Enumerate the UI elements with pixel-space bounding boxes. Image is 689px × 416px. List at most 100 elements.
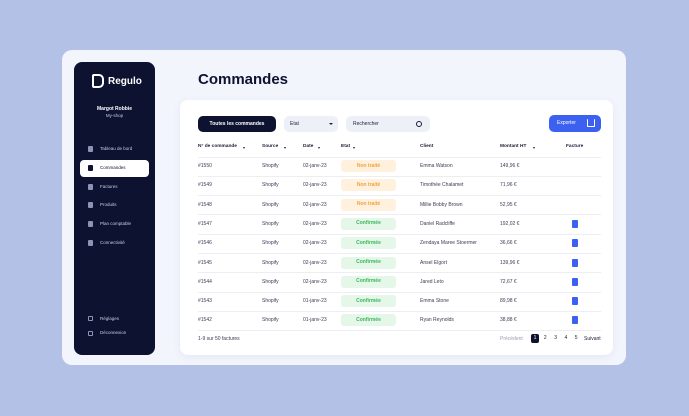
nav-icon xyxy=(88,221,93,228)
nav-item[interactable]: Produits xyxy=(100,202,117,208)
sort-caret xyxy=(243,146,245,149)
nav-item[interactable]: Réglages xyxy=(100,315,120,321)
cell: #1549 xyxy=(198,182,212,189)
column-header[interactable]: Date xyxy=(303,144,314,149)
export-icon xyxy=(587,119,595,127)
cell: Emma Watson xyxy=(420,163,453,169)
cell: #1546 xyxy=(198,240,212,247)
sort-caret xyxy=(353,146,355,149)
cell: Shopify xyxy=(262,240,279,247)
invoice-icon[interactable] xyxy=(572,316,578,325)
cell: Jared Leto xyxy=(420,278,444,285)
search[interactable]: Rechercher xyxy=(346,116,430,132)
nav-item[interactable]: Commandes xyxy=(100,164,126,170)
nav-icon xyxy=(88,330,93,336)
cell: Shopify xyxy=(262,298,279,305)
page-button[interactable]: 3 xyxy=(554,335,557,341)
row-divider xyxy=(198,233,601,235)
nav-item[interactable]: Factures xyxy=(100,183,118,189)
column-header[interactable]: Client xyxy=(420,144,434,149)
cell: 149,96 € xyxy=(500,163,520,169)
cell: 02-janv-23 xyxy=(303,240,327,247)
cell: 72,67 € xyxy=(500,278,517,285)
dropdown-caret xyxy=(329,123,333,125)
cell: #1545 xyxy=(198,259,212,266)
brand: Regulo xyxy=(108,76,142,87)
nav-item[interactable]: Tableau de bord xyxy=(100,146,133,151)
row-divider xyxy=(198,156,601,158)
status-badge: Confirmée xyxy=(341,275,396,288)
status-badge: Confirmée xyxy=(341,217,396,230)
cell: Daniel Radcliffe xyxy=(420,220,455,227)
cell: #1550 xyxy=(198,163,212,169)
column-header[interactable]: N° de commande xyxy=(198,144,237,149)
row-divider xyxy=(198,310,601,312)
nav-item[interactable]: Connectivité xyxy=(100,240,125,245)
row-divider xyxy=(198,214,601,216)
sort-caret xyxy=(318,146,320,149)
cell: 192,02 € xyxy=(500,220,520,227)
status-badge: Non traité xyxy=(341,198,396,211)
row-divider xyxy=(198,253,601,254)
nav-active-bg xyxy=(80,159,149,177)
cell: #1543 xyxy=(198,298,212,305)
invoice-icon[interactable] xyxy=(572,297,578,306)
invoice-icon[interactable] xyxy=(572,219,578,228)
cell: Millie Bobby Brown xyxy=(420,201,463,208)
invoice-icon[interactable] xyxy=(572,239,578,248)
page-button[interactable]: 5 xyxy=(574,335,578,341)
previous[interactable]: Précédent xyxy=(500,336,523,342)
cell: Shopify xyxy=(262,259,279,266)
cell: 01-janv-23 xyxy=(303,298,327,305)
page-button[interactable]: 2 xyxy=(543,335,547,341)
user-name: Margot Robbie xyxy=(97,106,132,112)
shop-name: My-shop xyxy=(105,113,124,118)
status-badge: Confirmée xyxy=(341,237,396,250)
cell: Shopify xyxy=(262,317,279,324)
column-header[interactable]: Montant HT xyxy=(500,144,527,149)
invoice-icon[interactable] xyxy=(572,258,578,267)
row-divider xyxy=(198,175,601,177)
cell: Zendaya Maree Stoermer xyxy=(420,240,477,247)
cell: 71,96 € xyxy=(500,182,517,189)
cell: Shopify xyxy=(262,278,279,285)
row-divider xyxy=(198,272,601,274)
page-button[interactable]: 4 xyxy=(564,335,568,341)
nav-icon xyxy=(88,146,93,152)
sort-caret xyxy=(533,146,535,149)
nav-item[interactable]: Plan comptable xyxy=(100,221,132,227)
status-badge: Non traité xyxy=(341,179,396,192)
cell: Shopify xyxy=(262,201,279,208)
status-badge: Confirmée xyxy=(341,256,396,269)
row-divider xyxy=(198,195,601,197)
cell: Emma Stone xyxy=(420,298,449,305)
search-icon xyxy=(416,121,422,127)
page-button[interactable]: 1 xyxy=(531,334,539,343)
cell: 02-janv-23 xyxy=(303,259,327,266)
nav-icon xyxy=(88,202,93,209)
cell: #1542 xyxy=(198,317,212,324)
cell: Shopify xyxy=(262,182,279,189)
invoice-icon[interactable] xyxy=(572,277,578,286)
tab[interactable]: Toutes les commandes xyxy=(198,116,276,132)
cell: 52,95 € xyxy=(500,201,517,208)
cell: 89,98 € xyxy=(500,298,517,305)
next[interactable]: Suivant xyxy=(584,336,601,342)
cell: #1548 xyxy=(198,201,212,208)
sort-caret xyxy=(284,146,286,149)
nav-icon xyxy=(88,164,93,171)
cell: 139,96 € xyxy=(500,259,520,266)
cell: Ryan Reynolds xyxy=(420,317,454,324)
nav-icon xyxy=(88,183,93,190)
nav-item[interactable]: Déconnexion xyxy=(100,330,127,335)
sidebar xyxy=(74,62,155,355)
row-divider xyxy=(198,291,601,293)
column-header[interactable]: Etat xyxy=(341,144,351,149)
cell: #1547 xyxy=(198,220,212,227)
export[interactable]: Exporter xyxy=(549,115,601,132)
status-filter[interactable]: Etat xyxy=(284,116,338,132)
column-header[interactable]: Source xyxy=(262,144,279,149)
main-panel xyxy=(180,100,613,355)
cell: Ansel Elgort xyxy=(420,259,447,266)
